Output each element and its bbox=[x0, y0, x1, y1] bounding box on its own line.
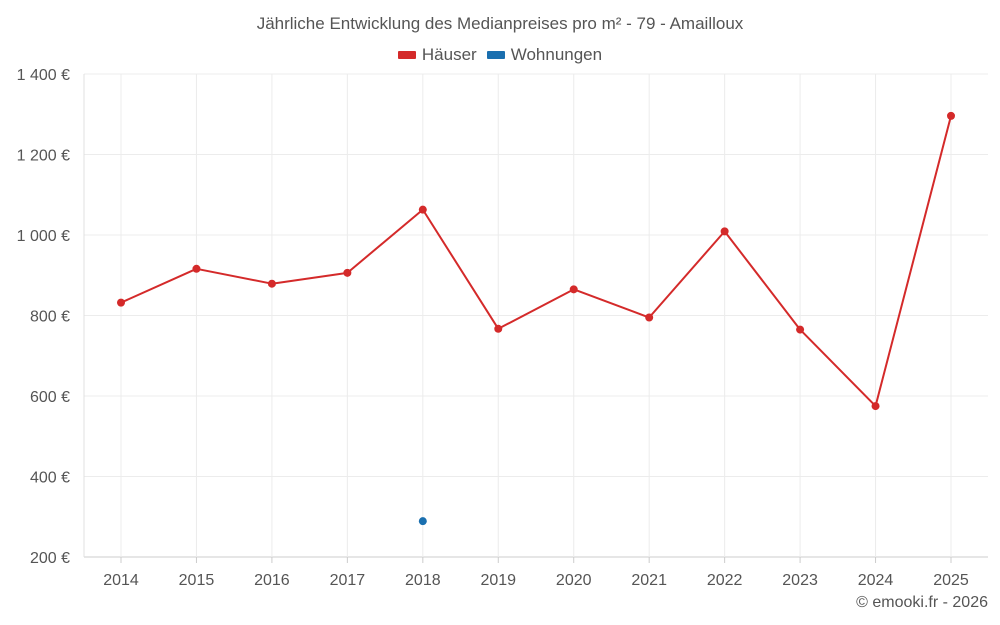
grid bbox=[83, 73, 988, 558]
data-point-haeuser bbox=[343, 268, 352, 277]
data-point-haeuser bbox=[720, 227, 729, 236]
data-point-wohnungen bbox=[418, 517, 427, 526]
x-tick-label: 2014 bbox=[103, 572, 139, 589]
data-point-haeuser bbox=[117, 298, 125, 307]
legend: Häuser Wohnungen bbox=[0, 45, 1000, 65]
x-tick-label: 2017 bbox=[330, 572, 366, 589]
chart-title: Jährliche Entwicklung des Medianpreises … bbox=[256, 14, 744, 33]
y-tick-label: 800 € bbox=[30, 309, 70, 326]
y-tick-label: 600 € bbox=[30, 389, 70, 406]
data-point-haeuser bbox=[267, 279, 276, 288]
data-point-haeuser bbox=[569, 285, 578, 294]
legend-item-wohnungen[interactable]: Wohnungen bbox=[486, 45, 603, 65]
series-group bbox=[117, 111, 955, 526]
x-tick-label: 2021 bbox=[631, 572, 667, 589]
legend-label-wohnungen: Wohnungen bbox=[510, 45, 603, 64]
copyright: © emooki.fr - 2026 bbox=[856, 594, 988, 611]
x-tick-label: 2024 bbox=[858, 572, 894, 589]
data-point-haeuser bbox=[947, 111, 955, 120]
x-tick-label: 2016 bbox=[254, 572, 290, 589]
x-tick-label: 2023 bbox=[782, 572, 818, 589]
data-point-haeuser bbox=[494, 324, 503, 333]
legend-label-haeuser: Häuser bbox=[421, 45, 477, 64]
x-tick-label: 2019 bbox=[480, 572, 516, 589]
x-tick-label: 2022 bbox=[707, 572, 743, 589]
series-line-haeuser bbox=[120, 115, 952, 408]
y-tick-label: 1 200 € bbox=[17, 148, 70, 165]
data-point-haeuser bbox=[418, 205, 427, 214]
legend-item-haeuser[interactable]: Häuser bbox=[397, 45, 477, 65]
x-tick-label: 2015 bbox=[179, 572, 215, 589]
x-tick-label: 2025 bbox=[933, 572, 969, 589]
y-tick-label: 400 € bbox=[30, 470, 70, 487]
x-tick-label: 2020 bbox=[556, 572, 592, 589]
x-tick-label: 2018 bbox=[405, 572, 441, 589]
data-point-haeuser bbox=[645, 313, 654, 322]
legend-swatch-wohnungen bbox=[486, 51, 505, 59]
data-point-haeuser bbox=[796, 325, 805, 334]
y-tick-label: 1 000 € bbox=[17, 228, 70, 245]
x-axis: 2014 2015 2016 2017 2018 2019 2020 2021 2022 2023… bbox=[103, 557, 969, 589]
data-point-haeuser bbox=[192, 264, 201, 273]
legend-swatch-haeuser bbox=[397, 51, 416, 59]
y-tick-label: 200 € bbox=[30, 550, 70, 567]
y-tick-label: 1 400 € bbox=[17, 67, 70, 84]
y-axis: 200 € 400 € 600 € 800 € 1 000 € 1 200 € 1 400 … bbox=[17, 67, 70, 567]
data-point-haeuser bbox=[871, 402, 880, 411]
